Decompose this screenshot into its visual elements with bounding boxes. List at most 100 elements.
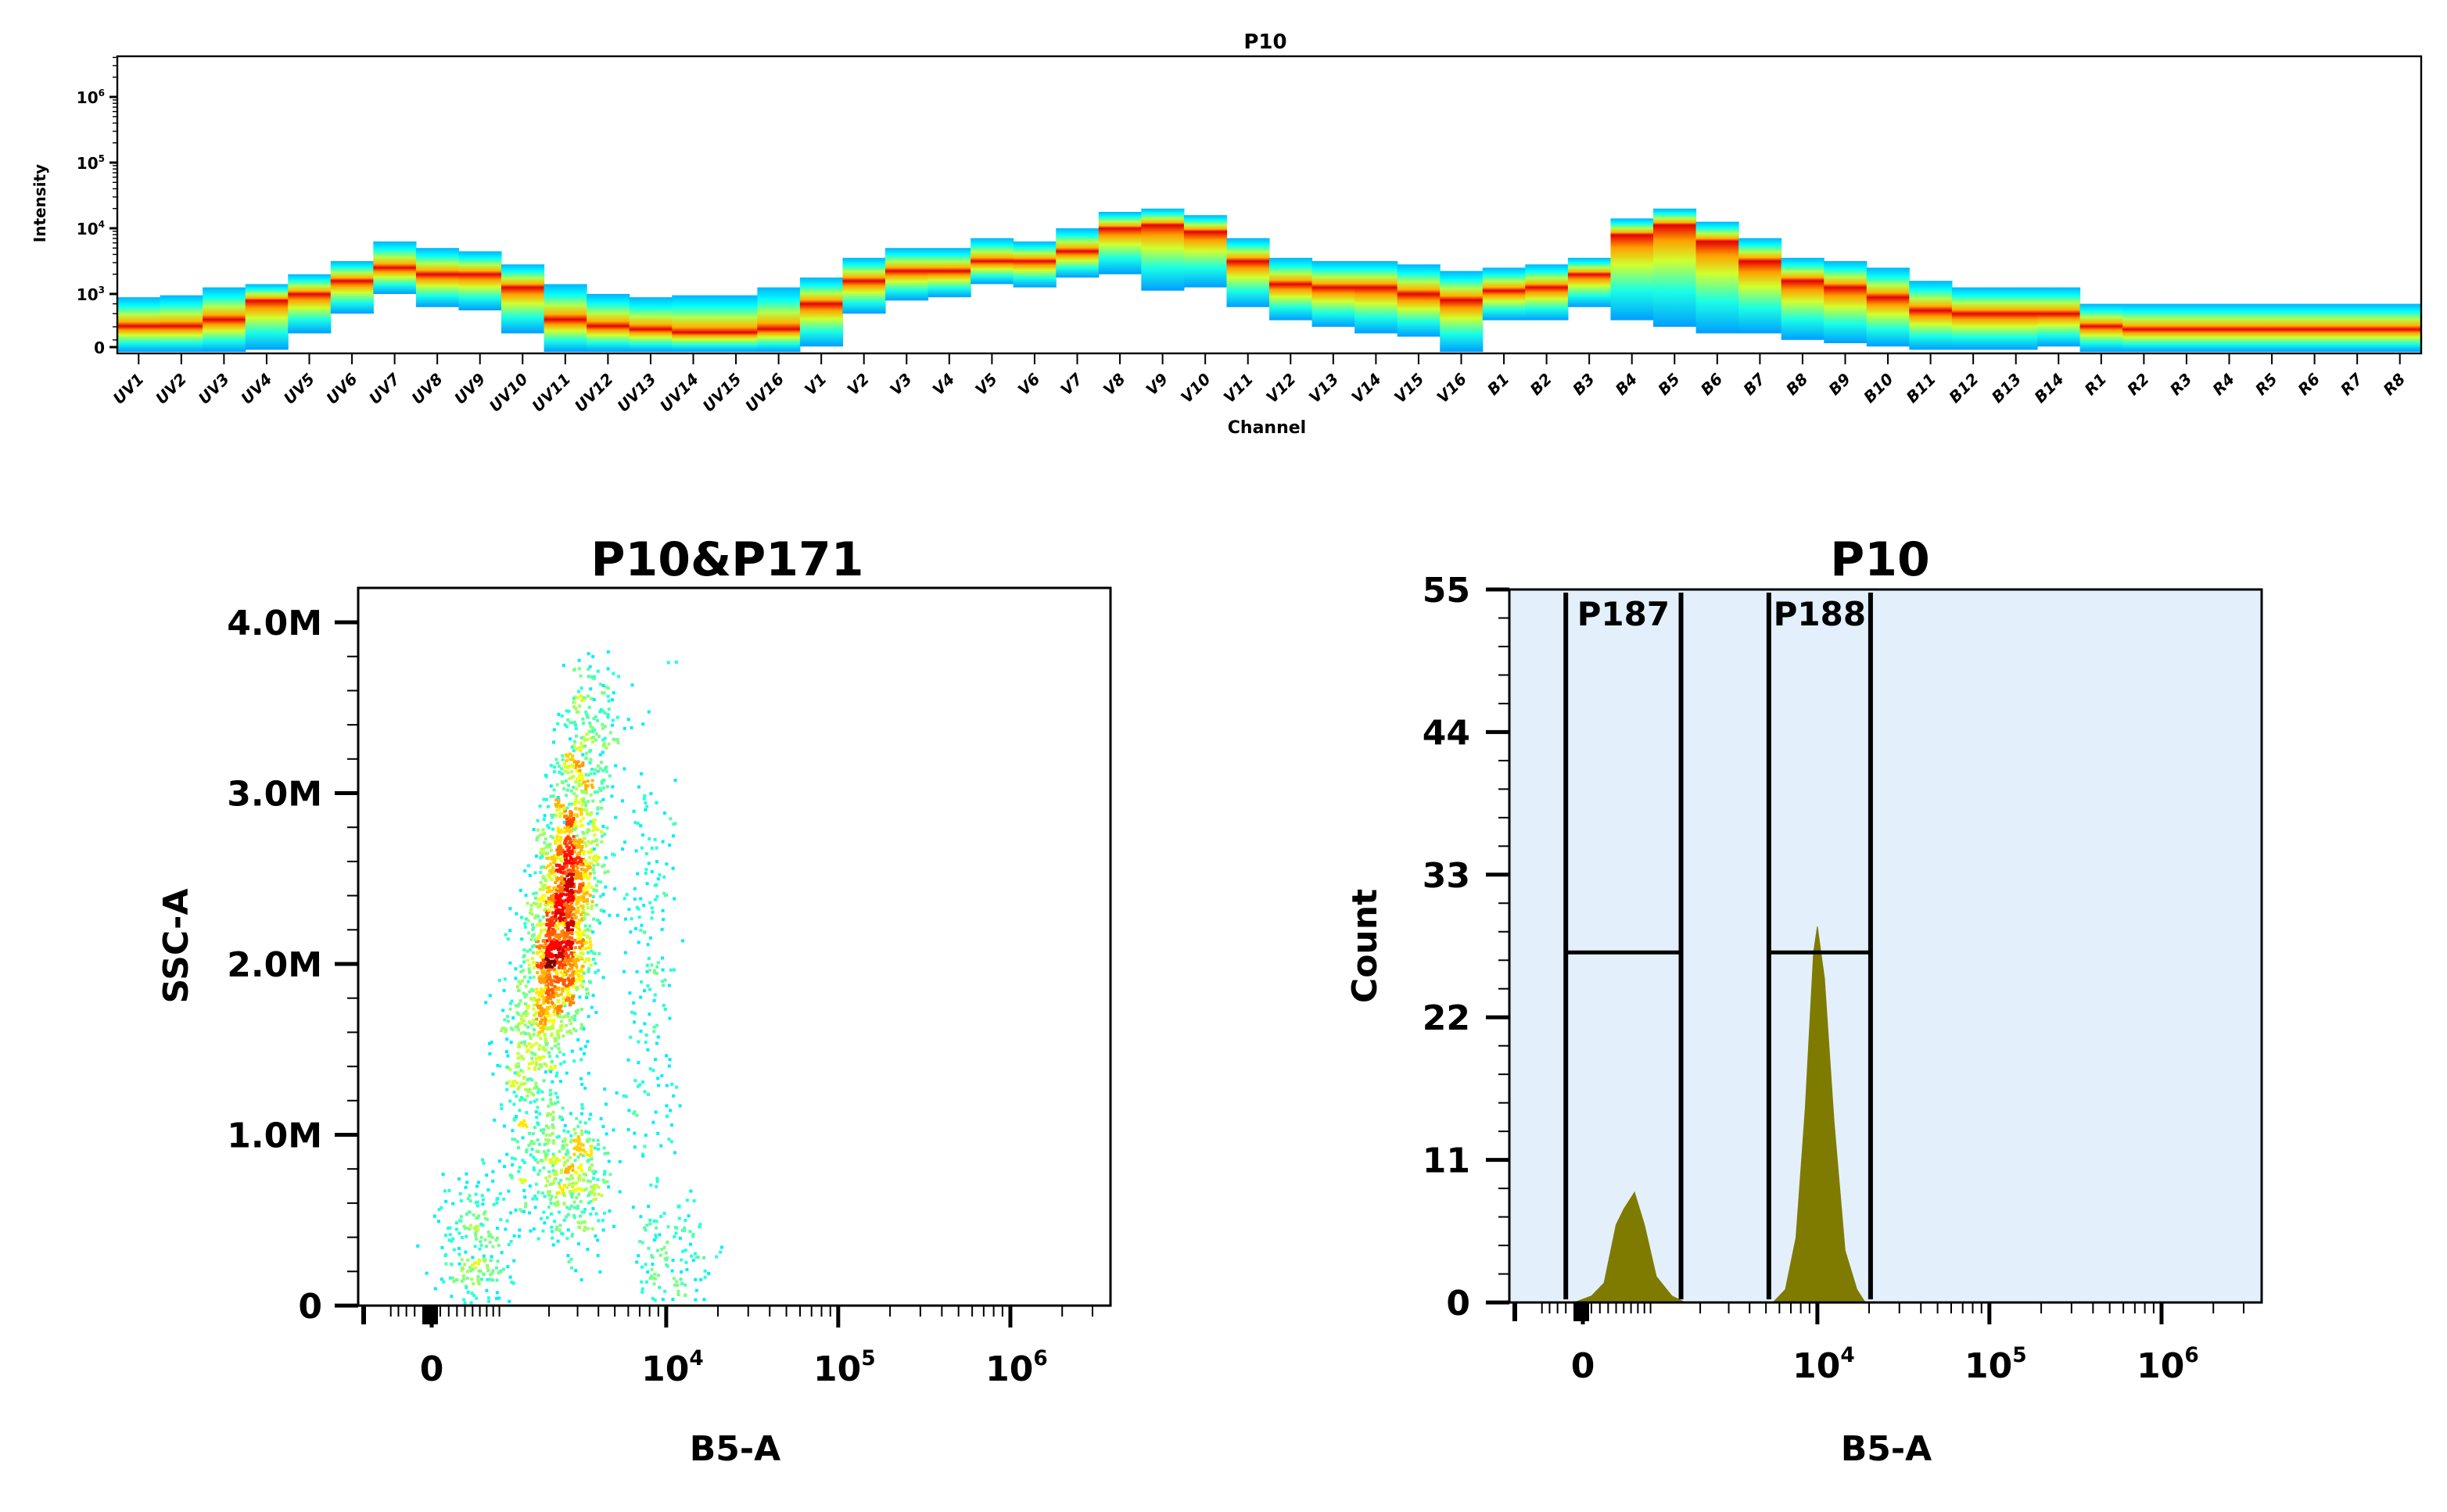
event-point (579, 807, 583, 811)
event-point (572, 745, 576, 749)
event-point (528, 1131, 531, 1135)
event-point (531, 951, 535, 955)
event-point (566, 1130, 570, 1134)
event-point (644, 1263, 648, 1267)
gate-P187[interactable]: P187 (1563, 593, 1684, 1299)
event-point (516, 985, 519, 988)
event-point (464, 1185, 468, 1189)
event-point (563, 978, 567, 982)
event-point (652, 1030, 656, 1034)
event-point (522, 948, 526, 951)
event-point (680, 1258, 684, 1262)
event-point (585, 1153, 589, 1156)
event-point (581, 1025, 585, 1029)
event-point (654, 898, 658, 901)
event-point (581, 830, 585, 834)
event-point (503, 1124, 506, 1128)
event-point (615, 913, 619, 917)
channel-label: R1 (2081, 370, 2111, 399)
event-point (451, 1276, 454, 1280)
event-point (553, 770, 556, 774)
event-point (643, 989, 646, 993)
event-point (549, 959, 553, 963)
gate-P188[interactable]: P188 (1766, 593, 1873, 1299)
event-point (571, 1191, 575, 1195)
event-point (501, 1009, 505, 1012)
event-point (540, 1006, 544, 1010)
event-point (568, 752, 572, 756)
y-tick-label: 103 (77, 285, 105, 304)
channel-column-V13 (1311, 261, 1355, 327)
event-point (468, 1266, 472, 1270)
event-point (570, 951, 573, 955)
event-point (588, 894, 592, 898)
event-point (654, 1058, 657, 1062)
event-point (555, 1030, 559, 1034)
event-point (680, 1281, 684, 1285)
event-point (450, 1239, 454, 1243)
event-point (602, 691, 606, 695)
event-point (575, 840, 579, 844)
event-point (572, 1200, 576, 1204)
histogram-xlabel: B5-A (1841, 1429, 1932, 1469)
event-point (579, 1023, 583, 1027)
event-point (545, 973, 549, 976)
event-point (658, 873, 662, 877)
event-point (583, 837, 587, 840)
event-point (562, 892, 565, 896)
event-point (483, 1210, 487, 1213)
event-point (540, 1026, 544, 1030)
event-point (579, 1120, 583, 1124)
event-point (585, 898, 589, 901)
event-point (548, 930, 551, 934)
event-point (566, 885, 569, 889)
event-point (576, 1220, 580, 1224)
event-point (521, 1159, 525, 1163)
event-point (617, 675, 621, 679)
event-point (536, 1237, 540, 1241)
event-point (558, 919, 562, 923)
event-point (532, 1033, 536, 1036)
zero-mark (1573, 1302, 1589, 1321)
event-point (564, 1170, 567, 1174)
event-point (568, 894, 572, 898)
event-point (579, 877, 583, 880)
event-point (578, 888, 582, 892)
event-point (506, 1265, 510, 1269)
event-point (640, 1280, 644, 1284)
event-point (580, 773, 583, 777)
event-point (575, 794, 579, 798)
event-point (573, 912, 577, 916)
event-point (554, 1195, 558, 1199)
event-point (556, 994, 560, 998)
event-point (587, 992, 590, 995)
event-point (558, 876, 562, 880)
event-point (455, 1278, 459, 1282)
event-point (470, 1277, 473, 1281)
event-point (583, 859, 587, 863)
x-tick-label: 0 (1571, 1346, 1595, 1386)
event-point (460, 1258, 464, 1262)
event-point (606, 694, 610, 698)
event-point (547, 944, 551, 948)
event-point (651, 1069, 655, 1073)
event-point (647, 957, 651, 960)
event-point (508, 1299, 511, 1303)
event-point (576, 1155, 580, 1159)
event-point (579, 742, 583, 745)
event-point (644, 801, 648, 804)
event-point (551, 1118, 554, 1121)
event-point (541, 828, 545, 832)
axis-break-mark (361, 1306, 366, 1324)
event-point (544, 1070, 547, 1074)
event-point (572, 963, 576, 967)
event-point (605, 785, 609, 789)
event-point (557, 798, 561, 802)
event-point (536, 923, 540, 927)
event-point (544, 1157, 547, 1161)
event-point (549, 1098, 553, 1102)
event-point (677, 1204, 681, 1208)
channel-column-V2 (842, 257, 886, 314)
event-point (578, 704, 581, 708)
event-point (563, 966, 567, 970)
